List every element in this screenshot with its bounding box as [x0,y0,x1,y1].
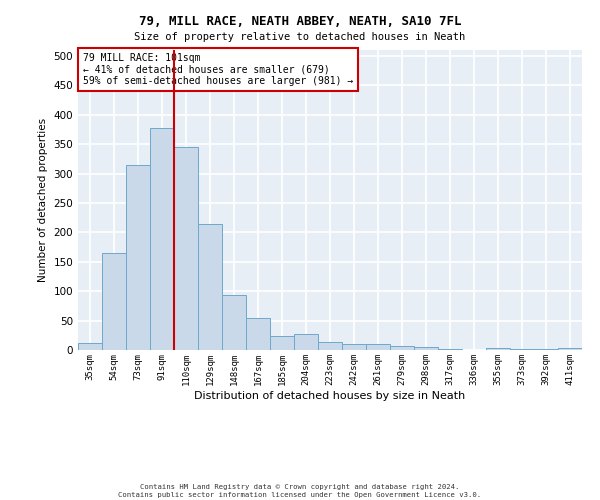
Bar [126,164,150,350]
Bar [222,296,246,350]
X-axis label: Distribution of detached houses by size in Neath: Distribution of detached houses by size … [194,390,466,400]
Text: Contains HM Land Registry data © Crown copyright and database right 2024.
Contai: Contains HM Land Registry data © Crown c… [118,484,482,498]
Text: 79, MILL RACE, NEATH ABBEY, NEATH, SA10 7FL: 79, MILL RACE, NEATH ABBEY, NEATH, SA10 … [139,15,461,28]
Bar [294,334,318,350]
Bar [558,348,582,350]
Bar [366,344,390,350]
Bar [270,336,294,350]
Bar [390,346,414,350]
Bar [246,318,270,350]
Y-axis label: Number of detached properties: Number of detached properties [38,118,48,282]
Bar [414,347,438,350]
Bar [486,348,510,350]
Bar [342,344,366,350]
Bar [198,224,222,350]
Bar [438,349,462,350]
Bar [102,253,126,350]
Bar [78,343,102,350]
Text: 79 MILL RACE: 101sqm
← 41% of detached houses are smaller (679)
59% of semi-deta: 79 MILL RACE: 101sqm ← 41% of detached h… [83,53,353,86]
Bar [150,128,174,350]
Bar [318,342,342,350]
Bar [174,147,198,350]
Text: Size of property relative to detached houses in Neath: Size of property relative to detached ho… [134,32,466,42]
